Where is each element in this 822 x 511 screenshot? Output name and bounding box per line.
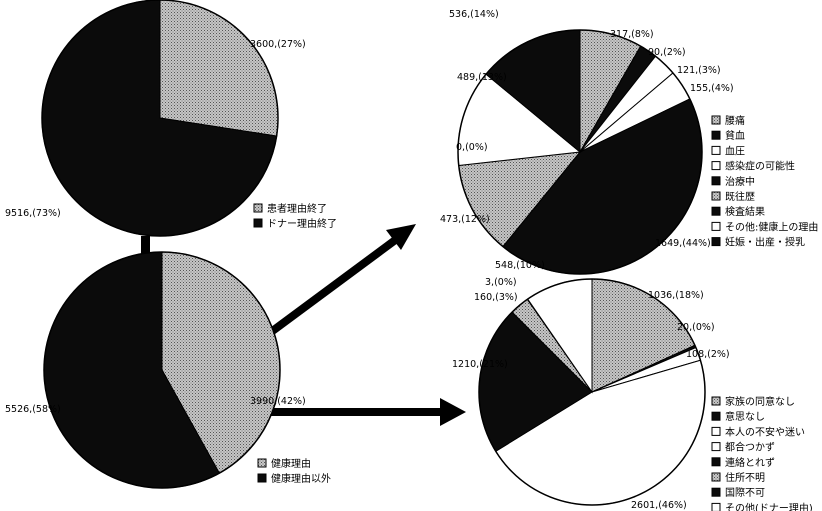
legend-label: 健康理由以外 xyxy=(271,472,331,485)
data-label: 1210,(21%) xyxy=(452,359,508,370)
arrow-to-pie3-head xyxy=(386,224,416,250)
legend-label: 国際不可 xyxy=(725,487,765,499)
legend-swatch xyxy=(711,115,721,125)
data-label: 1036,(18%) xyxy=(648,290,704,301)
legend-label: 治療中 xyxy=(725,175,755,188)
legend-label: 連絡とれず xyxy=(725,456,775,469)
data-label: 548,(10%) xyxy=(495,260,545,271)
data-label: 121,(3%) xyxy=(677,65,721,76)
data-label: 2601,(46%) xyxy=(631,500,687,511)
legend-swatch xyxy=(711,442,721,452)
pie-outline xyxy=(457,29,703,275)
arrow-to-pie4-head xyxy=(440,398,466,426)
legend-label: 本人の不安や迷い xyxy=(725,425,805,438)
legend-swatch xyxy=(253,203,263,213)
legend-swatch xyxy=(711,145,721,155)
legend-swatch xyxy=(711,237,721,247)
data-label: 3,(0%) xyxy=(485,277,517,288)
data-label: 155,(4%) xyxy=(690,83,734,94)
pie-outline xyxy=(41,0,279,237)
data-label: 489,(13%) xyxy=(457,72,507,83)
legend-swatch xyxy=(711,161,721,171)
legend-label: ドナー理由終了 xyxy=(267,217,337,230)
legend-swatch xyxy=(711,487,721,497)
pie-chart-health-reasons: 317,(8%) 90,(2%) 121,(3%) 155,(4%) 1649,(44%… xyxy=(440,9,818,275)
data-label: 3990,(42%) xyxy=(250,396,306,407)
legend-label: 感染症の可能性 xyxy=(725,160,795,173)
pie-outline xyxy=(478,278,706,506)
legend-swatch xyxy=(711,396,721,406)
legend-swatch xyxy=(711,206,721,216)
data-label: 473,(12%) xyxy=(440,214,490,225)
pie-slice xyxy=(159,0,279,137)
legend-label: 妊娠・出産・授乳 xyxy=(725,236,805,249)
data-label: 1649,(44%) xyxy=(655,238,711,249)
legend-swatch xyxy=(711,221,721,231)
data-label: 0,(0%) xyxy=(456,142,488,153)
legend-label: 住所不明 xyxy=(725,471,765,484)
legend-label: 健康理由 xyxy=(271,457,311,470)
data-label: 160,(3%) xyxy=(474,292,518,303)
data-label: 108,(2%) xyxy=(686,349,730,360)
legend-label: 都合つかず xyxy=(725,441,775,454)
legend-label: 検査結果 xyxy=(725,205,765,218)
legend-swatch xyxy=(711,457,721,467)
legend-swatch xyxy=(711,411,721,421)
data-label: 3600,(27%) xyxy=(250,39,306,50)
data-label: 90,(2%) xyxy=(648,47,686,58)
legend-label: 意思なし xyxy=(725,410,765,423)
legend-swatch xyxy=(257,458,267,468)
legend-label: 血圧 xyxy=(725,144,745,157)
legend-swatch xyxy=(711,502,721,511)
pie-chart-other-reasons: 1036,(18%) 20,(0%) 108,(2%) 2601,(46%) 1210,… xyxy=(452,260,813,511)
legend-swatch xyxy=(257,473,267,483)
legend-swatch xyxy=(711,191,721,201)
data-label: 9516,(73%) xyxy=(5,208,61,219)
data-label: 317,(8%) xyxy=(610,29,654,40)
data-label: 536,(14%) xyxy=(449,9,499,20)
legend-label: 患者理由終了 xyxy=(267,202,327,215)
data-label: 5526,(58%) xyxy=(5,404,61,415)
legend-label: その他:健康上の理由 xyxy=(725,220,818,233)
legend-swatch xyxy=(711,472,721,482)
legend-label: 腰痛 xyxy=(725,114,745,127)
legend-swatch xyxy=(711,426,721,436)
legend-swatch xyxy=(711,130,721,140)
legend-swatch xyxy=(253,218,263,228)
pie-outline xyxy=(43,251,281,489)
legend-label: その他(ドナー理由) xyxy=(725,501,813,511)
legend-label: 既往歴 xyxy=(725,190,755,203)
legend-swatch xyxy=(711,176,721,186)
data-label: 20,(0%) xyxy=(677,322,715,333)
legend-label: 貧血 xyxy=(725,129,745,142)
legend-label: 家族の同意なし xyxy=(725,395,795,408)
